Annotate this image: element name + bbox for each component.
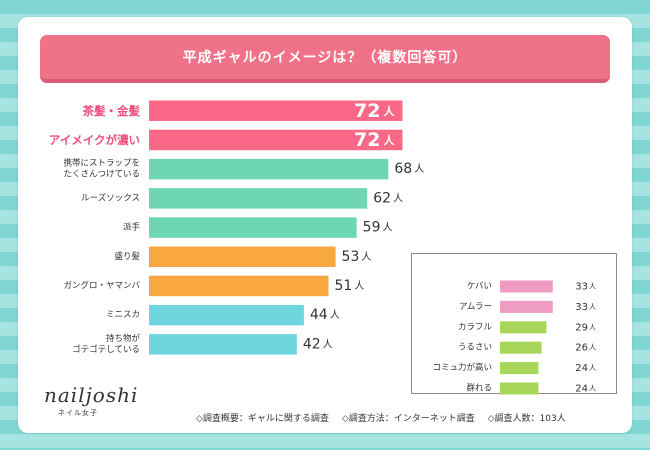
sub-bar-1 <box>500 300 553 313</box>
category-label-3: ルーズソックス <box>81 192 140 203</box>
category-label-0: 茶髪・金髪 <box>82 104 141 118</box>
sub-category-label-0: ケバい <box>467 282 492 292</box>
bar-2 <box>149 158 389 180</box>
survey-footer: ◇調査概要：ギャルに関する調査 ◇調査方法：インターネット調査 ◇調査人数：10… <box>196 411 576 424</box>
category-label-1: アイメイクが濃い <box>49 133 140 147</box>
sub-bar-2 <box>500 321 547 334</box>
sub-bar-5 <box>500 382 539 395</box>
value-label-1: 72 人 <box>354 129 395 151</box>
footer-overview: ◇調査概要：ギャルに関する調査 <box>196 414 329 424</box>
category-label-8-line-1: ゴテゴテしている <box>72 344 140 355</box>
survey-card: 平成ギャルのイメージは？（複数回答可） 茶髪・金髪 72 人アイメイクが濃い 72 人携… <box>18 17 632 433</box>
footer-method: ◇調査方法：インターネット調査 <box>341 414 475 424</box>
sub-value-label-0: 33人 <box>575 281 596 292</box>
category-label-2-line-1: たくさんつけている <box>63 170 140 180</box>
bar-0 <box>149 100 403 121</box>
sub-category-label-1: アムラー <box>459 302 492 312</box>
bar-1 <box>149 129 403 151</box>
bar-4 <box>149 217 357 238</box>
value-label-8: 42 人 <box>303 336 333 352</box>
sub-value-label-4: 24人 <box>575 363 596 374</box>
title-banner: 平成ギャルのイメージは？（複数回答可） <box>40 35 610 83</box>
sub-bar-3 <box>500 341 542 354</box>
value-label-0: 72 人 <box>354 100 395 122</box>
value-label-2: 68 人 <box>394 161 424 177</box>
category-label-2-line-0: 携帯にストラップを <box>63 158 140 169</box>
value-label-5: 53 人 <box>342 249 372 265</box>
sub-category-label-3: うるさい <box>458 343 492 353</box>
bar-6 <box>149 275 329 297</box>
brand-logo: nailjoshi ネイル女子 <box>44 383 138 418</box>
sub-category-label-2: カラフル <box>458 322 493 332</box>
category-label-4: 派手 <box>123 222 141 233</box>
category-label-8-line-0: 持ち物が <box>106 333 141 344</box>
bar-8 <box>149 334 297 355</box>
bar-3 <box>149 188 368 209</box>
sub-value-label-3: 26人 <box>575 342 596 353</box>
chart-title: 平成ギャルのイメージは？（複数回答可） <box>182 50 468 66</box>
bar-5 <box>149 246 336 267</box>
logo-subtitle: ネイル女子 <box>58 409 98 417</box>
value-label-6: 51 人 <box>335 278 365 294</box>
value-label-7: 44 人 <box>310 307 340 323</box>
category-label-6: ガングロ・ヤマンバ <box>63 280 140 291</box>
sub-category-label-4: コミュ力が高い <box>432 362 492 373</box>
sub-bar-0 <box>500 280 553 293</box>
value-label-3: 62 人 <box>373 190 403 206</box>
sub-category-label-5: 群れる <box>466 383 492 394</box>
value-label-4: 59 人 <box>363 220 393 236</box>
logo-wordmark: nailjoshi <box>44 383 139 407</box>
sub-value-label-2: 29人 <box>575 322 596 333</box>
footer-count: ◇調査人数：103人 <box>487 414 566 424</box>
sub-value-label-1: 33人 <box>575 301 596 312</box>
sub-bar-4 <box>500 362 539 375</box>
sub-value-label-5: 24人 <box>575 383 596 394</box>
bar-7 <box>149 304 304 326</box>
category-label-7: ミニスカ <box>106 310 140 320</box>
category-label-5: 盛り髪 <box>114 251 140 262</box>
sub-chart-box: ケバい 33人 アムラー 33人 カラフル 29人 うるさい 26人 コミュ力が高い 24人 群れる… <box>411 253 617 395</box>
